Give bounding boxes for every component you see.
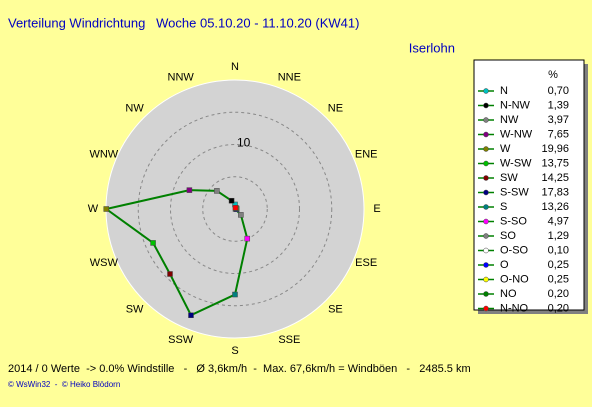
legend-label: O: [500, 259, 509, 271]
direction-label: ESE: [355, 257, 377, 269]
legend-label: N: [500, 85, 508, 97]
marker: [103, 206, 110, 212]
grid-ring: [137, 111, 333, 307]
legend-value: 0,20: [548, 288, 569, 300]
direction-label: NNW: [168, 72, 195, 84]
legend-label: SO: [500, 230, 516, 242]
legend-label: N-NW: [500, 99, 531, 111]
marker: [232, 205, 239, 211]
chart-title: Verteilung Windrichtung Woche 05.10.20 -…: [8, 15, 359, 30]
legend-value: 19,96: [541, 143, 569, 155]
direction-label: NE: [328, 102, 343, 114]
marker: [238, 212, 244, 218]
r-tick-label: 10: [237, 136, 251, 150]
legend-value: 0,70: [548, 85, 569, 97]
direction-label: NW: [125, 102, 144, 114]
legend-value: 14,25: [541, 172, 569, 184]
legend-header: %: [548, 69, 558, 81]
legend-label: NW: [500, 114, 519, 126]
direction-label: SE: [328, 303, 343, 315]
legend-box: [473, 59, 585, 311]
footer: 2014 / 0 Werte -> 0.0% Windstille - Ø 3,…: [8, 363, 471, 375]
legend-marker: [483, 262, 489, 268]
legend-value: 7,65: [548, 128, 569, 140]
legend-value: 3,97: [548, 114, 569, 126]
marker: [228, 197, 235, 204]
legend-value: 0,20: [548, 302, 569, 314]
direction-label: SSW: [168, 334, 194, 346]
legend-label: S: [500, 201, 507, 213]
legend-value: 17,83: [541, 186, 569, 198]
marker: [244, 235, 251, 242]
legend-value: 1,29: [548, 230, 569, 242]
legend-marker: [483, 189, 489, 196]
legend-marker: [483, 247, 489, 254]
direction-label: NNE: [278, 72, 301, 84]
legend-marker: [483, 218, 489, 225]
legend-label: N-NO: [500, 302, 529, 314]
legend-marker: [483, 276, 489, 283]
legend-value: 0,25: [548, 259, 569, 271]
marker: [232, 291, 238, 298]
legend-value: 13,75: [541, 157, 569, 169]
legend-marker: [483, 160, 489, 167]
credits: © WsWin32 - © Heiko Blödorn: [8, 380, 120, 389]
legend-marker: [483, 291, 489, 297]
legend-label: W-NW: [500, 128, 533, 140]
legend-label: NO: [500, 288, 517, 300]
legend-label: SW: [500, 172, 518, 184]
legend-marker: [483, 204, 489, 210]
legend-marker: [483, 233, 489, 239]
direction-label: E: [373, 203, 380, 215]
legend-label: O-SO: [500, 244, 529, 256]
marker: [214, 188, 220, 194]
legend-value: 0,25: [548, 273, 569, 285]
legend-marker: [483, 131, 489, 138]
marker: [150, 240, 156, 246]
legend-marker: [483, 175, 489, 181]
direction-label: SW: [126, 303, 144, 315]
chart-subtitle: Iserlohn: [409, 40, 455, 55]
grid-ring: [202, 176, 268, 242]
legend-label: W-SW: [500, 157, 532, 169]
grid-ring: [170, 144, 300, 274]
legend-value: 1,39: [548, 99, 569, 111]
legend-label: O-NO: [500, 273, 529, 285]
direction-label: WSW: [90, 257, 119, 269]
direction-label: SSE: [278, 334, 300, 346]
legend-marker: [483, 305, 489, 312]
legend-marker: [483, 88, 489, 94]
legend-marker: [483, 117, 489, 123]
direction-label: WNW: [89, 149, 118, 161]
legend-label: S-SO: [500, 215, 527, 227]
direction-label: S: [231, 345, 238, 357]
direction-label: W: [88, 203, 99, 215]
legend-label: S-SW: [500, 186, 529, 198]
direction-label: N: [231, 61, 239, 73]
marker: [167, 271, 173, 277]
marker: [186, 187, 193, 193]
legend-value: 13,26: [541, 201, 569, 213]
legend-value: 0,10: [548, 244, 569, 256]
marker: [188, 312, 194, 318]
direction-label: ENE: [355, 149, 378, 161]
legend-label: W: [500, 143, 511, 155]
legend-value: 4,97: [548, 215, 569, 227]
legend-marker: [483, 102, 489, 109]
legend-marker: [483, 146, 489, 152]
